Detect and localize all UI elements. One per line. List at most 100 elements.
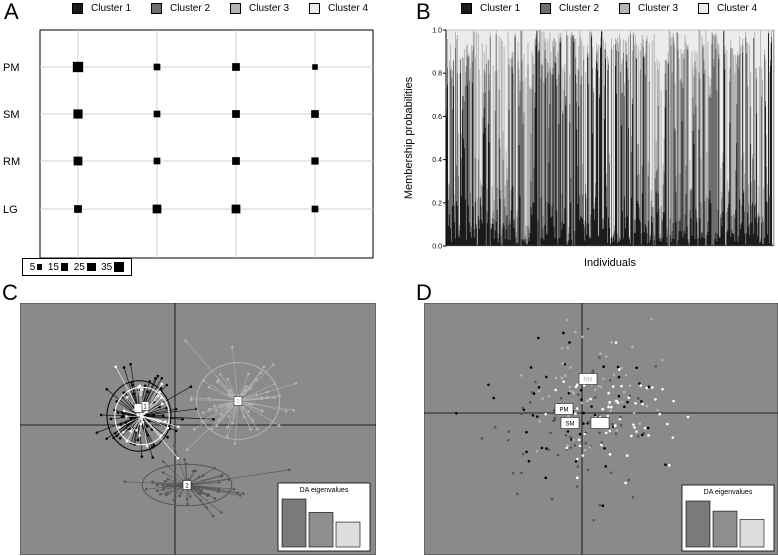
membership-bar xyxy=(689,30,691,160)
membership-bar xyxy=(739,53,741,200)
membership-bar xyxy=(667,62,669,65)
scatter-point xyxy=(576,383,579,386)
membership-bar xyxy=(678,230,680,246)
group-label-box xyxy=(578,373,598,385)
membership-bar xyxy=(658,30,660,62)
membership-bar xyxy=(473,30,476,32)
scatter-point xyxy=(576,393,580,396)
scatter-point xyxy=(602,377,605,381)
membership-bar xyxy=(699,78,701,219)
membership-bar xyxy=(568,233,570,241)
membership-bar xyxy=(585,30,587,72)
membership-bar xyxy=(626,54,629,68)
membership-bar xyxy=(531,88,533,216)
membership-bar xyxy=(678,220,680,231)
membership-bar xyxy=(509,240,511,246)
scatter-point xyxy=(244,385,248,388)
scatter-point xyxy=(214,409,218,413)
scatter-point xyxy=(574,460,578,463)
star-segment xyxy=(190,399,239,402)
membership-bar xyxy=(483,30,486,52)
scatter-point xyxy=(207,397,210,400)
membership-bar xyxy=(503,30,505,47)
membership-bar xyxy=(449,43,452,70)
membership-bar xyxy=(487,123,490,246)
membership-bar xyxy=(458,230,461,238)
membership-bar xyxy=(767,30,769,185)
membership-bar xyxy=(535,45,537,247)
scatter-point xyxy=(159,387,163,390)
membership-bar xyxy=(656,30,659,59)
membership-bar xyxy=(478,219,481,229)
membership-bar xyxy=(529,88,531,233)
membership-bar xyxy=(600,30,602,38)
membership-bar xyxy=(769,72,771,196)
scatter-point xyxy=(572,438,575,442)
membership-bar xyxy=(767,184,769,203)
membership-bar xyxy=(462,96,465,139)
membership-bar xyxy=(745,30,747,32)
membership-bar xyxy=(651,206,654,223)
scatter-point xyxy=(576,476,579,480)
membership-bar xyxy=(632,30,635,33)
membership-bar xyxy=(696,222,698,246)
membership-bar xyxy=(740,46,742,225)
membership-bar xyxy=(473,229,476,238)
membership-bar xyxy=(475,227,478,246)
membership-bar xyxy=(590,237,592,246)
scatter-point xyxy=(569,435,572,439)
membership-bar xyxy=(758,212,760,217)
scatter-point xyxy=(661,387,664,391)
membership-bar xyxy=(675,176,677,193)
membership-bar xyxy=(480,184,483,206)
legend-swatch xyxy=(309,3,321,14)
membership-bar xyxy=(661,237,663,246)
scatter-point xyxy=(594,396,597,399)
membership-bar xyxy=(629,33,632,244)
membership-bar xyxy=(653,34,656,235)
membership-bar xyxy=(579,220,581,246)
membership-bar xyxy=(627,79,630,129)
membership-bar xyxy=(664,30,666,61)
membership-bar xyxy=(679,219,681,246)
star-segment xyxy=(96,415,140,433)
membership-bar xyxy=(685,30,687,42)
membership-bar xyxy=(666,228,668,237)
scatter-point xyxy=(219,413,223,416)
membership-bar xyxy=(479,196,482,199)
membership-bar xyxy=(557,30,559,52)
membership-bar xyxy=(759,216,761,243)
membership-bar xyxy=(760,30,762,239)
star-segment xyxy=(237,366,265,402)
scatter-point xyxy=(150,446,154,449)
membership-bar xyxy=(694,30,696,51)
membership-bar xyxy=(527,42,529,65)
membership-bar xyxy=(660,89,662,207)
membership-bar xyxy=(470,226,473,238)
membership-bar xyxy=(520,30,522,32)
scatter-point xyxy=(554,388,557,392)
scatter-point xyxy=(638,382,641,385)
membership-bar xyxy=(494,110,496,231)
panel-a-label: A xyxy=(4,0,19,24)
membership-bar xyxy=(704,30,706,70)
membership-bar xyxy=(711,31,713,44)
membership-bar xyxy=(723,31,725,246)
membership-bar xyxy=(689,190,691,211)
membership-bar xyxy=(693,75,695,114)
scatter-point xyxy=(146,390,149,394)
membership-bar xyxy=(643,56,646,59)
membership-bar xyxy=(742,38,744,45)
membership-bar xyxy=(715,232,717,246)
membership-bar xyxy=(713,245,715,246)
membership-bar xyxy=(671,230,673,239)
membership-bar xyxy=(724,30,726,46)
membership-bar xyxy=(697,237,699,239)
membership-bar xyxy=(578,45,580,71)
membership-bar xyxy=(541,65,543,246)
star-segment xyxy=(208,386,239,402)
membership-bar xyxy=(771,30,773,38)
membership-bar xyxy=(469,30,472,69)
membership-bar xyxy=(691,30,693,52)
membership-bar xyxy=(730,236,732,246)
